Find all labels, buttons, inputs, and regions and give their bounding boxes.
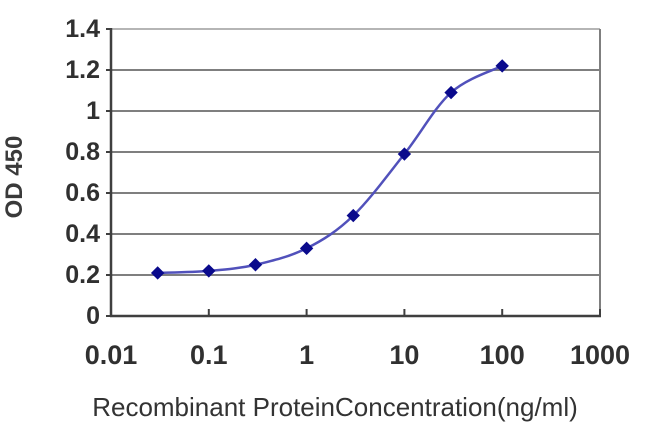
data-point-marker (299, 241, 314, 256)
plot-border (109, 28, 601, 318)
gridlines (111, 28, 600, 276)
x-tick-labels: 0.01 0.1 1 10 100 1000 (85, 340, 630, 370)
x-tick-label: 1 (299, 340, 314, 370)
y-tick-label: 1.4 (65, 15, 100, 43)
x-tick-label: 0.1 (190, 340, 228, 370)
x-axis-title: Recombinant ProteinConcentration(ng/ml) (92, 392, 578, 422)
y-tick-label: 0.2 (65, 261, 100, 289)
y-tick-label: 0 (86, 302, 100, 330)
y-axis-title: OD 450 (1, 136, 28, 219)
axis-tick-marks (106, 28, 601, 317)
data-series-od450 (150, 59, 509, 280)
y-tick-label: 1.2 (65, 56, 100, 84)
y-tick-label: 0.8 (65, 138, 100, 166)
data-point-marker (397, 147, 412, 161)
x-tick-label: 0.01 (85, 340, 138, 370)
y-tick-label: 1 (86, 97, 100, 125)
data-point-marker (248, 258, 263, 272)
x-tick-label: 100 (480, 340, 525, 370)
y-tick-label: 0.4 (65, 220, 100, 248)
x-tick-label: 1000 (570, 340, 630, 370)
data-point-marker (346, 208, 360, 223)
data-point-marker (202, 264, 216, 278)
y-tick-labels: 0 0.2 0.4 0.6 0.8 1 1.2 1.4 (65, 15, 100, 330)
data-point-marker (495, 59, 509, 73)
y-tick-label: 0.6 (65, 179, 100, 207)
data-point-marker (444, 85, 458, 100)
x-tick-label: 10 (389, 340, 419, 370)
data-point-marker (150, 266, 165, 280)
